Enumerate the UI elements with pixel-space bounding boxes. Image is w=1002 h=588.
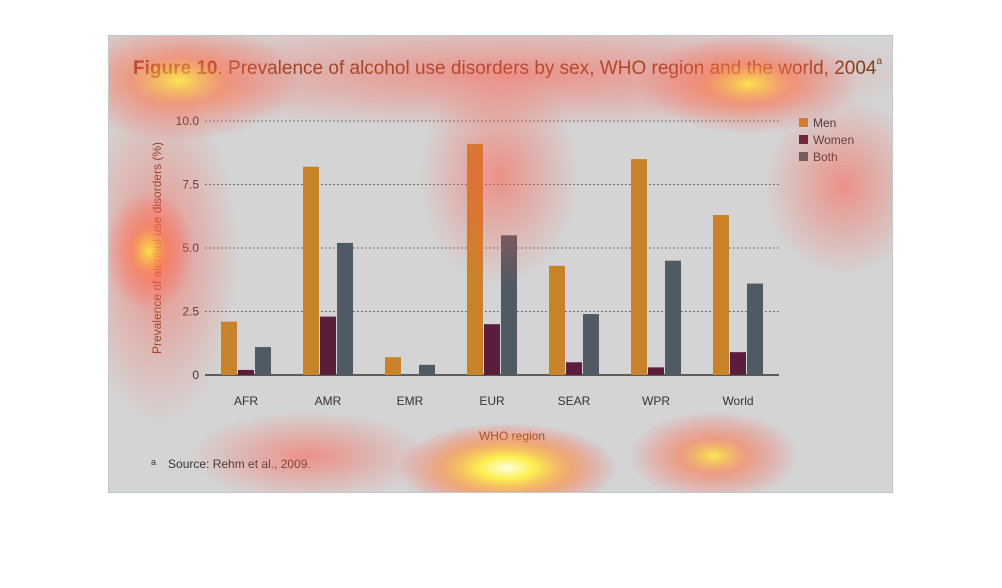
legend-label-both: Both xyxy=(813,150,838,164)
bar-women-sear xyxy=(566,362,582,375)
x-tick-label: AFR xyxy=(234,394,258,408)
bar-men-eur xyxy=(467,143,483,375)
figure-panel: Figure 10. Prevalence of alcohol use dis… xyxy=(108,35,893,493)
bar-both-world xyxy=(747,283,763,375)
y-tick-label: 2.5 xyxy=(182,305,199,319)
x-tick-label: EMR xyxy=(397,394,424,408)
x-tick-label: SEAR xyxy=(558,394,591,408)
bar-chart: 0 2.5 5.0 7.5 10.0 AFR AMR EMR EUR SEAR WPR World WH… xyxy=(150,114,854,443)
bar-men-amr xyxy=(303,166,319,375)
y-tick-label: 0 xyxy=(192,368,199,382)
bar-men-emr xyxy=(385,357,401,375)
bar-both-afr xyxy=(255,347,271,375)
y-tick-label: 10.0 xyxy=(176,114,200,128)
footnote-mark: a xyxy=(151,457,157,467)
bar-both-amr xyxy=(337,242,353,375)
legend-label-men: Men xyxy=(813,116,836,130)
x-tick-label: AMR xyxy=(315,394,342,408)
bar-women-world xyxy=(730,352,746,375)
bar-women-amr xyxy=(320,316,336,375)
bar-men-afr xyxy=(221,321,237,375)
bar-women-eur xyxy=(484,324,500,375)
x-axis-label: WHO region xyxy=(479,429,545,443)
legend-swatch-both xyxy=(799,152,808,161)
legend-label-women: Women xyxy=(813,133,854,147)
bar-men-wpr xyxy=(631,159,647,375)
bar-both-sear xyxy=(583,314,599,375)
bar-men-world xyxy=(713,214,729,375)
y-axis-label: Prevalence of alcohol use disorders (%) xyxy=(150,142,164,354)
bar-women-wpr xyxy=(648,367,664,375)
x-tick-label: EUR xyxy=(479,394,505,408)
bar-men-sear xyxy=(549,265,565,375)
bar-women-afr xyxy=(238,369,254,375)
bar-both-emr xyxy=(419,364,435,375)
y-tick-label: 5.0 xyxy=(182,241,199,255)
x-tick-label: WPR xyxy=(642,394,670,408)
legend-swatch-men xyxy=(799,118,808,127)
legend-swatch-women xyxy=(799,135,808,144)
footnote: a Source: Rehm et al., 2009. xyxy=(151,457,311,471)
bar-both-wpr xyxy=(665,260,681,375)
bar-both-eur xyxy=(501,235,517,375)
y-tick-label: 7.5 xyxy=(182,178,199,192)
x-tick-label: World xyxy=(722,394,753,408)
footnote-text: Source: Rehm et al., 2009. xyxy=(168,457,311,471)
